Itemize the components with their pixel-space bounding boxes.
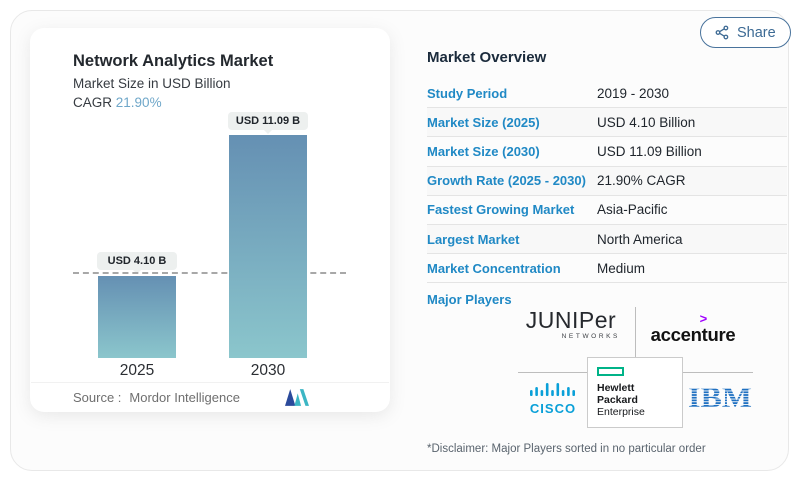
accenture-logo: > accenture xyxy=(646,311,740,346)
share-button[interactable]: Share xyxy=(700,17,791,48)
table-row-market-size-2025: Market Size (2025) USD 4.10 Billion xyxy=(427,108,787,138)
row-label: Market Concentration xyxy=(427,260,561,276)
bar-value-tag-2025: USD 4.10 B xyxy=(97,252,177,270)
cagr-label: CAGR xyxy=(73,95,113,110)
market-chart-card: Network Analytics Market Market Size in … xyxy=(30,28,390,412)
table-row-largest-market: Largest Market North America xyxy=(427,224,787,255)
ibm-logo-text: IBM xyxy=(688,383,752,412)
row-label: Growth Rate (2025 - 2030) xyxy=(427,173,586,189)
source-row: Source : Mordor Intelligence xyxy=(31,382,389,412)
bar-value-tag-2030: USD 11.09 B xyxy=(228,112,308,130)
overview-table: Study Period 2019 - 2030 Market Size (20… xyxy=(427,79,787,284)
ibm-logo: IBM xyxy=(687,381,753,417)
major-players-label: Major Players xyxy=(427,292,512,307)
hpe-green-rectangle-icon xyxy=(597,367,624,376)
row-label: Market Size (2030) xyxy=(427,143,540,159)
hewlett-packard-enterprise-logo: Hewlett Packard Enterprise xyxy=(587,357,683,428)
row-value: Asia-Pacific xyxy=(597,202,668,218)
players-disclaimer: *Disclaimer: Major Players sorted in no … xyxy=(427,443,706,455)
row-value: USD 11.09 Billion xyxy=(597,143,702,159)
row-label: Market Size (2025) xyxy=(427,114,540,130)
cisco-logo: CISCO xyxy=(523,382,583,415)
players-grid-vertical-divider xyxy=(635,307,636,357)
cisco-logo-text: CISCO xyxy=(529,401,577,416)
row-label: Largest Market xyxy=(427,231,520,247)
hpe-logo-text-line1: Hewlett Packard xyxy=(597,382,638,407)
cisco-bars-icon xyxy=(529,383,577,400)
x-axis-label-2025: 2025 xyxy=(119,362,155,379)
players-grid-horizontal-divider-left xyxy=(518,372,588,373)
accenture-chevron-icon: > xyxy=(699,311,708,326)
source-text: Source : Mordor Intelligence xyxy=(73,390,240,405)
table-row-growth-rate: Growth Rate (2025 - 2030) 21.90% CAGR xyxy=(427,166,787,196)
row-value: North America xyxy=(597,231,683,247)
row-label: Fastest Growing Market xyxy=(427,202,575,218)
table-row-market-size-2030: Market Size (2030) USD 11.09 Billion xyxy=(427,137,787,167)
row-value: 21.90% CAGR xyxy=(597,173,686,189)
accenture-logo-text: accenture xyxy=(650,324,736,345)
source-prefix: Source : xyxy=(73,390,122,405)
juniper-logo-text: JUNIPer xyxy=(525,307,617,333)
players-grid-horizontal-divider-right xyxy=(683,372,753,373)
share-button-label: Share xyxy=(737,24,776,41)
chart-cagr-line: CAGR 21.90% xyxy=(73,95,162,110)
reference-dashed-line xyxy=(73,272,346,274)
table-row-study-period: Study Period 2019 - 2030 xyxy=(427,79,787,109)
chart-title: Network Analytics Market xyxy=(73,52,274,70)
chart-subtitle: Market Size in USD Billion xyxy=(73,76,231,91)
hpe-logo-text-line2: Enterprise xyxy=(597,406,645,419)
juniper-networks-logo: JUNIPer NETWORKS xyxy=(520,307,622,341)
overview-heading: Market Overview xyxy=(427,49,547,66)
mordor-intelligence-logo-icon xyxy=(285,389,309,411)
table-row-market-concentration: Market Concentration Medium xyxy=(427,254,787,284)
cagr-value: 21.90% xyxy=(115,95,162,110)
row-value: 2019 - 2030 xyxy=(597,85,670,101)
row-value: USD 4.10 Billion xyxy=(597,114,696,130)
row-value: Medium xyxy=(597,260,646,276)
row-label: Study Period xyxy=(427,85,508,101)
bar-2030 xyxy=(229,135,307,358)
table-row-fastest-growing-market: Fastest Growing Market Asia-Pacific xyxy=(427,196,787,225)
x-axis-label-2030: 2030 xyxy=(250,362,286,379)
bar-2025 xyxy=(98,276,176,358)
juniper-networks-subtext: NETWORKS xyxy=(561,333,620,340)
source-name: Mordor Intelligence xyxy=(129,390,240,405)
share-icon xyxy=(715,25,730,40)
